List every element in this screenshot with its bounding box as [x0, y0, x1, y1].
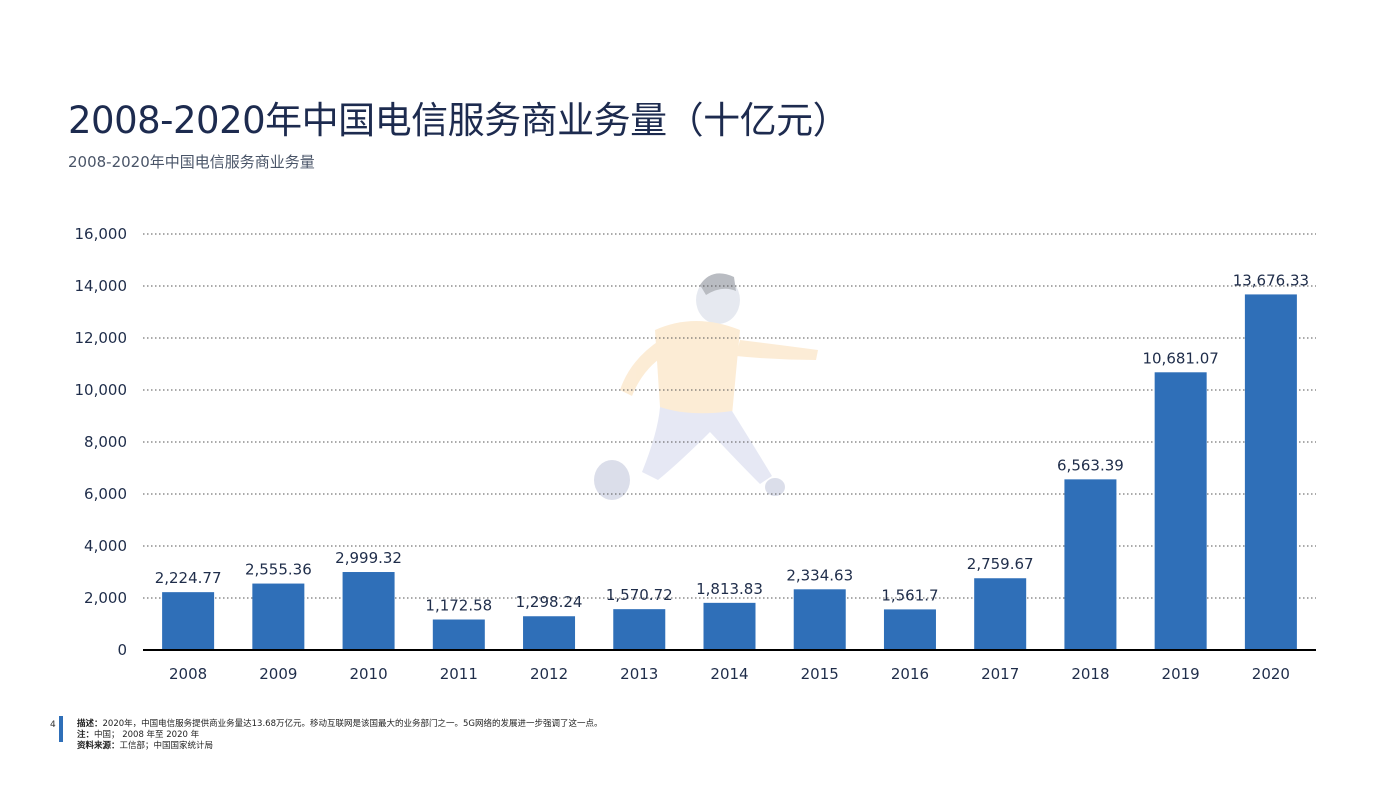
data-label: 1,561.7	[881, 586, 938, 604]
y-tick-label: 8,000	[84, 433, 127, 451]
data-label: 2,224.77	[155, 569, 222, 587]
data-label: 2,555.36	[245, 561, 312, 579]
bar	[252, 583, 305, 650]
data-label: 2,334.63	[786, 566, 853, 584]
bar	[793, 589, 846, 650]
data-labels: 2,224.77 2,555.36 2,999.32 1,172.58 1,298.24…	[155, 271, 1309, 614]
y-tick-label: 6,000	[84, 485, 127, 503]
data-label: 2,999.32	[335, 549, 402, 567]
bar	[1154, 372, 1207, 650]
bar	[613, 609, 666, 650]
x-tick-label: 2013	[620, 665, 658, 683]
x-tick-label: 2009	[259, 665, 297, 683]
bar	[883, 609, 936, 650]
data-label: 10,681.07	[1142, 349, 1218, 367]
page-title: 2008-2020年中国电信服务商业务量（十亿元）	[68, 99, 850, 142]
data-label: 6,563.39	[1057, 456, 1124, 474]
y-tick-label: 10,000	[75, 381, 128, 399]
x-tick-label: 2008	[169, 665, 207, 683]
data-label: 1,570.72	[606, 586, 673, 604]
x-tick-label: 2019	[1162, 665, 1200, 683]
y-tick-label: 14,000	[75, 277, 128, 295]
bars	[162, 294, 1297, 650]
grid-lines	[143, 233, 1316, 599]
data-label: 1,298.24	[516, 593, 583, 611]
page-subtitle: 2008-2020年中国电信服务商业务量	[68, 153, 315, 171]
note-text: 中国； 2008 年至 2020 年	[94, 730, 200, 740]
x-axis-ticks: 2008 2009 2010 2011 2012 2013 2014 2015 2016 2017…	[169, 665, 1290, 683]
y-tick-label: 16,000	[75, 225, 128, 243]
x-tick-label: 2020	[1252, 665, 1290, 683]
y-tick-label: 12,000	[75, 329, 128, 347]
bar	[523, 616, 576, 650]
data-label: 1,172.58	[425, 597, 492, 615]
note-label: 注：	[77, 730, 95, 740]
x-tick-label: 2016	[891, 665, 929, 683]
scope-note: 注：中国； 2008 年至 2020 年	[77, 730, 602, 741]
x-tick-label: 2012	[530, 665, 568, 683]
y-tick-label: 4,000	[84, 537, 127, 555]
bar	[1064, 479, 1117, 650]
bar	[342, 572, 395, 650]
x-tick-label: 2017	[981, 665, 1019, 683]
x-tick-label: 2010	[349, 665, 387, 683]
description-note: 描述：2020年，中国电信服务提供商业务量达13.68万亿元。移动互联网是该国最…	[77, 719, 602, 730]
footnotes: 描述：2020年，中国电信服务提供商业务量达13.68万亿元。移动互联网是该国最…	[77, 719, 602, 752]
bar	[162, 592, 215, 650]
running-person-illustration	[594, 273, 818, 500]
y-tick-label: 2,000	[84, 589, 127, 607]
bar	[974, 578, 1027, 650]
bar-chart: 0 2,000 4,000 6,000 8,000 10,000 12,000 14,000 1…	[75, 225, 1316, 683]
bar	[432, 619, 485, 650]
y-axis-ticks: 0 2,000 4,000 6,000 8,000 10,000 12,000 14,000 1…	[75, 225, 128, 659]
y-tick-label: 0	[117, 641, 127, 659]
page-accent-bar	[59, 716, 63, 742]
source-text: 工信部；中国国家统计局	[119, 741, 214, 751]
description-label: 描述：	[77, 719, 103, 729]
x-tick-label: 2011	[440, 665, 478, 683]
x-tick-label: 2015	[801, 665, 839, 683]
x-tick-label: 2018	[1071, 665, 1109, 683]
description-text: 2020年，中国电信服务提供商业务量达13.68万亿元。移动互联网是该国最大的业…	[102, 719, 603, 729]
bar	[703, 602, 756, 650]
source-label: 资料来源：	[77, 741, 120, 751]
data-label: 2,759.67	[967, 555, 1034, 573]
data-label: 1,813.83	[696, 580, 763, 598]
page-number: 4	[50, 720, 56, 730]
data-label: 13,676.33	[1233, 271, 1309, 289]
source-note: 资料来源：工信部；中国国家统计局	[77, 741, 602, 752]
x-tick-label: 2014	[710, 665, 748, 683]
bar	[1244, 294, 1297, 650]
